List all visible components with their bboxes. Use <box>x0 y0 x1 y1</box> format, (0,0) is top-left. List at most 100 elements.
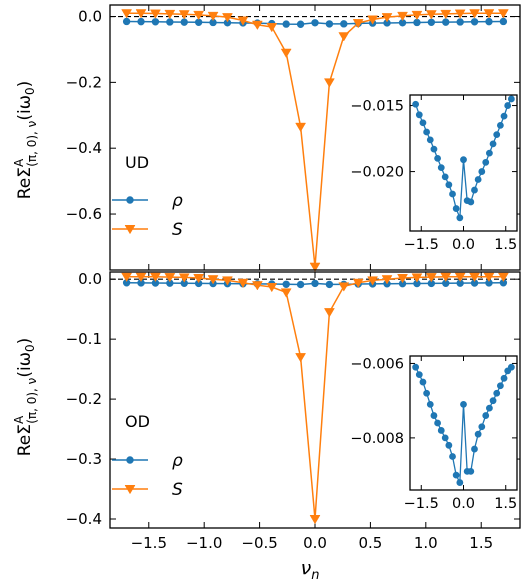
inset-data-point-top-21 <box>489 140 497 148</box>
inset-data-point-bottom-12 <box>456 479 464 486</box>
inset-data-point-top-13 <box>460 156 467 164</box>
data-point-top-S-22 <box>440 9 452 20</box>
inset-y-tick-label-bottom-0: −0.006 <box>350 356 404 372</box>
inset-data-point-top-23 <box>496 121 504 129</box>
inset-data-point-bottom-3 <box>423 389 431 397</box>
legend-marker-top-rho <box>126 196 134 204</box>
inset-data-point-top-2 <box>419 119 427 127</box>
data-point-top-S-24 <box>469 9 481 19</box>
data-point-bottom-S-5 <box>193 273 205 284</box>
x-tick-label-bottom-2: −0.5 <box>241 534 277 552</box>
data-point-top-S-8 <box>237 16 249 26</box>
data-point-bottom-S-24 <box>469 272 481 283</box>
data-point-bottom-S-3 <box>164 273 176 283</box>
data-point-bottom-S-9 <box>251 281 263 291</box>
inset-data-point-bottom-19 <box>482 412 490 419</box>
data-point-bottom-S-19 <box>397 273 408 284</box>
legend-label-bottom-rho: ρ <box>172 451 183 471</box>
data-point-bottom-S-11 <box>280 288 292 298</box>
data-point-bottom-S-7 <box>222 276 233 286</box>
y-tick-label-bottom-1: −0.1 <box>66 330 102 348</box>
inset-data-point-bottom-26 <box>507 363 515 371</box>
panel-bottom-od: 0.0 −0.1 −0.2 −0.3 −0.4 −1.5 −1.0 −0.5 0.0 0.5 1.0… <box>66 270 521 552</box>
data-point-top-S-20 <box>411 10 423 21</box>
data-point-bottom-S-18 <box>381 275 393 285</box>
data-point-top-S-21 <box>425 10 437 20</box>
inset-data-point-top-12 <box>456 214 464 222</box>
data-point-top-S-12 <box>295 122 307 133</box>
inset-x-tick-label-bottom-1: 0.0 <box>452 496 475 512</box>
inset-data-point-bottom-9 <box>445 441 453 449</box>
plot-frame-top <box>109 4 521 271</box>
inset-top: −0.015 −0.020 −1.5 0.0 1.5 <box>350 94 518 253</box>
inset-x-tick-label-bottom-0: −1.5 <box>404 496 439 512</box>
data-point-bottom-S-21 <box>425 273 437 283</box>
inset-data-point-top-9 <box>445 181 453 189</box>
inset-data-point-bottom-18 <box>478 423 486 431</box>
inset-data-point-bottom-4 <box>426 400 434 408</box>
data-point-top-S-17 <box>367 15 379 25</box>
data-point-bottom-S-16 <box>352 278 364 289</box>
data-point-top-S-0 <box>121 9 133 19</box>
data-point-top-S-10 <box>266 23 278 33</box>
data-point-bottom-S-13 <box>309 515 321 525</box>
data-point-top-S-4 <box>178 10 190 20</box>
x-tick-label-bottom-3: 0.0 <box>303 534 327 552</box>
data-point-bottom-S-25 <box>483 272 495 283</box>
inset-data-point-bottom-24 <box>500 374 508 382</box>
data-point-top-rho-26 <box>499 17 508 26</box>
inset-data-point-bottom-16 <box>471 445 478 453</box>
data-point-bottom-rho-14 <box>325 280 334 289</box>
inset-data-point-bottom-7 <box>437 427 445 434</box>
data-point-bottom-S-6 <box>207 275 219 285</box>
y-tick-label-top-1: −0.2 <box>66 73 102 91</box>
inset-data-point-bottom-10 <box>449 453 456 460</box>
inset-data-point-bottom-20 <box>486 404 493 412</box>
y-axis-label-top: ReΣA(π, 0), ν(iω0) <box>12 81 39 200</box>
inset-data-point-top-4 <box>426 136 434 144</box>
panel-top-ud: 0.0 −0.2 −0.4 −0.6 UD ρS −0.015 −0.020 −1.5 0.0 1.… <box>66 4 521 272</box>
data-point-top-rho-13 <box>311 19 319 27</box>
data-point-top-S-15 <box>338 32 350 42</box>
inset-data-point-bottom-2 <box>419 378 427 386</box>
data-point-top-S-6 <box>207 11 219 22</box>
x-axis-label: νn <box>301 557 320 583</box>
data-point-top-rho-1 <box>137 17 145 26</box>
data-point-top-rho-24 <box>470 18 479 26</box>
data-point-top-rho-2 <box>151 18 160 26</box>
data-point-bottom-rho-12 <box>296 280 305 289</box>
inset-data-point-top-7 <box>437 164 445 172</box>
data-point-bottom-S-2 <box>149 272 161 283</box>
inset-data-point-bottom-6 <box>434 419 441 427</box>
panel-tag-bottom: OD <box>125 412 150 431</box>
data-point-top-S-9 <box>251 20 263 30</box>
y-axis-label-bottom: ReΣA(π, 0), ν(iω0) <box>12 338 39 457</box>
data-point-bottom-S-17 <box>367 276 379 286</box>
data-point-top-S-1 <box>135 9 147 19</box>
data-point-top-S-5 <box>193 10 205 21</box>
data-point-bottom-S-22 <box>440 272 452 283</box>
data-point-top-rho-20 <box>413 18 421 27</box>
legend-label-bottom-S: S <box>172 480 183 500</box>
data-point-bottom-S-1 <box>135 272 147 283</box>
data-point-top-S-11 <box>280 48 292 58</box>
inset-data-point-top-19 <box>482 158 490 166</box>
inset-y-tick-label-bottom-1: −0.008 <box>350 431 404 447</box>
data-point-top-rho-0 <box>122 17 131 26</box>
data-point-top-S-26 <box>497 9 509 19</box>
inset-data-point-top-1 <box>415 111 423 119</box>
legend-marker-top-S <box>124 225 136 235</box>
inset-data-point-top-22 <box>493 131 501 139</box>
data-point-bottom-S-14 <box>323 308 335 318</box>
inset-data-point-bottom-21 <box>489 397 497 405</box>
inset-data-point-bottom-11 <box>452 471 460 479</box>
data-point-bottom-S-23 <box>454 272 466 283</box>
inset-x-tick-label-bottom-2: 1.5 <box>494 496 517 512</box>
inset-frame-top <box>409 94 518 232</box>
inset-data-point-bottom-1 <box>415 371 423 379</box>
y-tick-label-bottom-2: −0.2 <box>66 390 102 408</box>
data-point-top-S-13 <box>309 262 321 272</box>
x-tick-label-bottom-5: 1.0 <box>414 534 438 552</box>
data-point-bottom-rho-13 <box>311 279 319 288</box>
